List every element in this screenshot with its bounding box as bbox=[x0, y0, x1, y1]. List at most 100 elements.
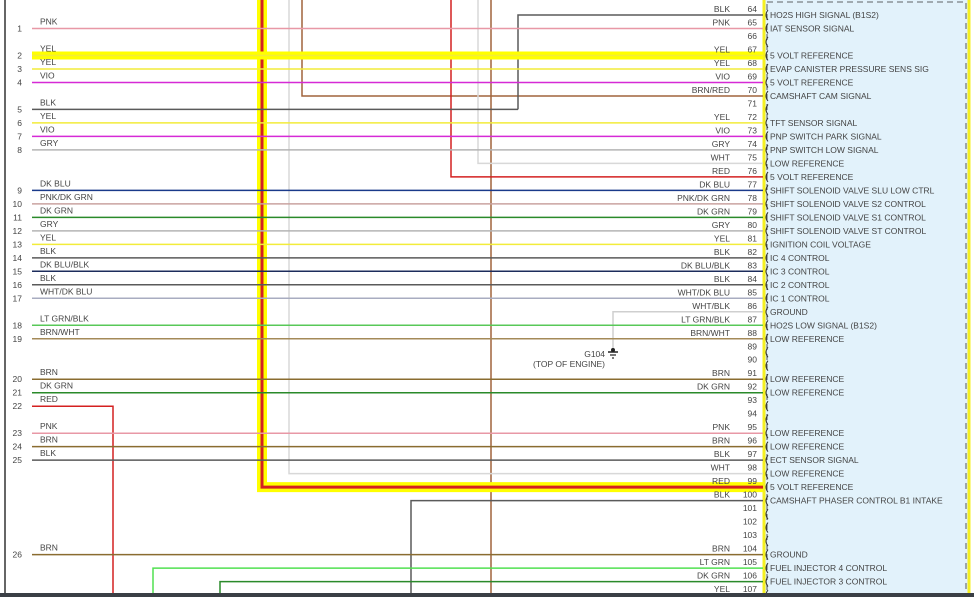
left-wire-color-label: GRY bbox=[40, 219, 59, 229]
pin-number: 86 bbox=[748, 301, 758, 311]
left-wire-number: 20 bbox=[13, 374, 23, 384]
left-wire-color-label: YEL bbox=[40, 57, 56, 67]
left-wire-color-label: PNK bbox=[40, 16, 58, 26]
pin-number: 64 bbox=[748, 4, 758, 14]
left-wire-number: 4 bbox=[17, 77, 22, 87]
left-wire-color-label: VIO bbox=[40, 124, 55, 134]
pin-color-label: VIO bbox=[715, 125, 730, 135]
pin-color-label: LT GRN bbox=[700, 557, 730, 567]
left-wire-number: 5 bbox=[17, 104, 22, 114]
pin-signal-label: GROUND bbox=[770, 550, 808, 560]
pin-terminal-icon bbox=[765, 360, 769, 372]
pin-terminal-icon bbox=[765, 225, 769, 237]
pin-signal-label: IC 1 CONTROL bbox=[770, 293, 830, 303]
left-wire-number: 8 bbox=[17, 145, 22, 155]
pin-terminal-icon bbox=[765, 549, 769, 560]
left-wire-22 bbox=[32, 405, 114, 597]
left-wire-color-label: BLK bbox=[40, 246, 56, 256]
pin-terminal-icon bbox=[765, 441, 769, 452]
left-wire-number: 7 bbox=[17, 131, 22, 141]
left-wire-number: 26 bbox=[13, 550, 23, 560]
pin-number: 68 bbox=[748, 58, 758, 68]
pin-signal-label: 5 VOLT REFERENCE bbox=[770, 482, 854, 492]
wire-pin-100 bbox=[410, 499, 763, 597]
left-wire-number: 16 bbox=[13, 280, 23, 290]
left-wire-number: 23 bbox=[13, 428, 23, 438]
pin-terminal-icon bbox=[765, 481, 769, 493]
left-wire-color-label: PNK/DK GRN bbox=[40, 192, 93, 202]
pin-color-label: WHT bbox=[711, 152, 730, 162]
pin-terminal-icon bbox=[765, 171, 769, 183]
wire-pin-99 bbox=[260, 0, 763, 489]
pin-terminal-icon bbox=[765, 198, 769, 210]
pin-signal-label: 5 VOLT REFERENCE bbox=[770, 172, 854, 182]
left-wire-number: 19 bbox=[13, 334, 23, 344]
pin-terminal-icon bbox=[765, 104, 769, 115]
left-wire-color-label: BRN/WHT bbox=[40, 327, 80, 337]
pin-terminal-icon bbox=[765, 400, 769, 412]
pin-color-label: BRN bbox=[712, 368, 730, 378]
pin-signal-label: LOW REFERENCE bbox=[770, 388, 844, 398]
pin-color-label: BRN bbox=[712, 544, 730, 554]
ground-splice-dot bbox=[611, 348, 615, 352]
pin-number: 97 bbox=[748, 449, 758, 459]
pin-number: 95 bbox=[748, 422, 758, 432]
pin-number: 106 bbox=[743, 571, 757, 581]
pin-number: 100 bbox=[743, 490, 757, 500]
pin-signal-label: LOW REFERENCE bbox=[770, 469, 844, 479]
pin-number: 70 bbox=[748, 85, 758, 95]
pin-signal-label: IC 3 CONTROL bbox=[770, 266, 830, 276]
pin-color-label: BLK bbox=[714, 247, 730, 257]
pin-terminal-icon bbox=[765, 454, 769, 466]
bottom-bar bbox=[0, 593, 974, 597]
pin-number: 98 bbox=[748, 463, 758, 473]
pin-terminal-icon bbox=[765, 239, 769, 250]
pin-number: 99 bbox=[748, 476, 758, 486]
pin-number: 82 bbox=[748, 247, 758, 257]
pin-terminal-icon bbox=[765, 333, 769, 345]
pin-signal-label: IC 2 CONTROL bbox=[770, 280, 830, 290]
left-wire-color-label: DK GRN bbox=[40, 205, 73, 215]
pin-signal-label: PNP SWITCH PARK SIGNAL bbox=[770, 131, 882, 141]
pin-number: 94 bbox=[748, 409, 758, 419]
connector-body bbox=[762, 0, 971, 597]
pin-signal-label: IGNITION COIL VOLTAGE bbox=[770, 239, 871, 249]
pin-terminal-icon bbox=[765, 63, 769, 75]
pin-number: 107 bbox=[743, 584, 757, 594]
pin-number: 71 bbox=[748, 98, 758, 108]
pin-color-label: DK GRN bbox=[697, 382, 730, 392]
pin-terminal-icon bbox=[765, 9, 769, 21]
pin-terminal-icon bbox=[765, 265, 769, 277]
pin-terminal-icon bbox=[765, 212, 769, 223]
pin-number: 105 bbox=[743, 557, 757, 567]
pin-terminal-icon bbox=[765, 131, 769, 142]
wire-pin-86 bbox=[612, 311, 763, 350]
pin-number: 93 bbox=[748, 395, 758, 405]
pin-terminal-icon bbox=[765, 279, 769, 291]
pin-signal-label: LOW REFERENCE bbox=[770, 158, 844, 168]
pin-number: 88 bbox=[748, 328, 758, 338]
pin-number: 83 bbox=[748, 260, 758, 270]
pin-terminal-icon bbox=[765, 508, 769, 520]
pin-color-label: BRN/RED bbox=[692, 85, 730, 95]
left-wire-color-label: BRN bbox=[40, 367, 58, 377]
pin-signal-label: LOW REFERENCE bbox=[770, 374, 844, 384]
pin-terminal-icon bbox=[765, 117, 769, 129]
pin-signal-label: SHIFT SOLENOID VALVE S1 CONTROL bbox=[770, 212, 926, 222]
pin-signal-label: HO2S LOW SIGNAL (B1S2) bbox=[770, 320, 877, 330]
pin-number: 73 bbox=[748, 125, 758, 135]
left-wire-color-label: BLK bbox=[40, 97, 56, 107]
left-wire-color-label: BLK bbox=[40, 448, 56, 458]
left-wire-color-label: WHT/DK BLU bbox=[40, 286, 92, 296]
pin-terminal-icon bbox=[765, 576, 769, 587]
pin-color-label: GRY bbox=[712, 139, 731, 149]
left-wire-color-label: LT GRN/BLK bbox=[40, 313, 89, 323]
pin-color-label: BRN bbox=[712, 436, 730, 446]
pin-color-label: WHT bbox=[711, 463, 730, 473]
pin-number: 66 bbox=[748, 31, 758, 41]
pin-terminal-icon bbox=[765, 90, 769, 102]
pin-number: 65 bbox=[748, 17, 758, 27]
pin-terminal-icon bbox=[765, 23, 769, 34]
pin-color-label: YEL bbox=[714, 233, 730, 243]
pin-color-label: BLK bbox=[714, 274, 730, 284]
